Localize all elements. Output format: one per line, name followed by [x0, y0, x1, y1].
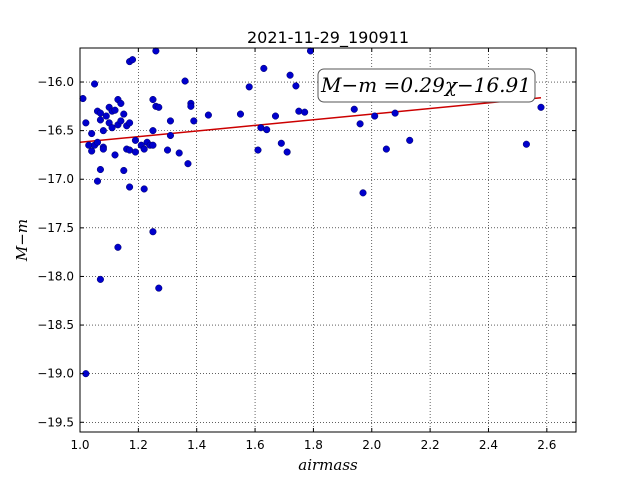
data-point [88, 129, 96, 138]
data-point [128, 56, 137, 64]
data-point [93, 177, 102, 185]
data-point [96, 275, 104, 283]
data-points [79, 47, 545, 378]
data-point [391, 109, 399, 117]
data-point [96, 116, 104, 124]
data-point [96, 165, 104, 174]
data-point [93, 138, 102, 146]
data-point [114, 243, 122, 251]
fit-annotation: M−m =0.29χ−16.91 [317, 68, 536, 103]
x-tick-label: 1.0 [70, 438, 89, 452]
data-point [260, 64, 268, 72]
data-point [301, 108, 309, 116]
y-tick-label: −19.5 [37, 415, 74, 429]
data-point [163, 146, 172, 154]
data-point [306, 47, 315, 55]
data-point [277, 139, 285, 147]
data-point [120, 166, 128, 175]
x-tick-label: 2.4 [479, 438, 498, 452]
data-point [166, 131, 174, 140]
x-tick-label: 2.2 [421, 438, 440, 452]
data-point [111, 106, 119, 114]
data-point [190, 117, 198, 125]
plot-frame [79, 47, 577, 433]
data-point [96, 109, 104, 117]
data-point [263, 126, 271, 134]
x-tick-label: 1.2 [129, 438, 148, 452]
chart-title: 2021-11-29_190911 [247, 28, 409, 48]
data-point [126, 183, 134, 191]
data-point [111, 151, 119, 159]
data-point [126, 119, 134, 127]
data-point [286, 71, 294, 79]
data-point [187, 102, 195, 110]
data-point [371, 112, 379, 120]
data-point [88, 147, 96, 155]
data-point [382, 145, 390, 153]
data-point [295, 107, 303, 115]
fit-line [79, 97, 542, 144]
data-point [102, 112, 110, 120]
fit-annotation-label: M−m =0.29χ−16.91 [320, 73, 531, 97]
y-tick-label: −16.0 [37, 75, 74, 89]
y-tick-label: −18.5 [37, 318, 74, 332]
x-tick-label: 1.6 [246, 438, 265, 452]
data-point [283, 148, 291, 156]
data-point [271, 112, 280, 120]
data-point [204, 111, 212, 119]
data-point [117, 117, 125, 125]
data-point [522, 140, 530, 148]
data-point [140, 145, 148, 153]
data-point [79, 95, 87, 103]
y-tick-label: −16.5 [37, 124, 74, 138]
data-point [155, 284, 163, 292]
data-point [152, 47, 160, 55]
data-point [149, 95, 157, 104]
data-point [175, 149, 183, 157]
axis-ticks: 1.0 1.2 1.4 1.6 1.8 2.0 2.2 2.4 2.6 −16.0 −16.5 −17… [37, 48, 576, 452]
y-tick-label: −17.5 [37, 221, 74, 235]
data-point [181, 77, 189, 85]
x-tick-label: 2.0 [362, 438, 381, 452]
data-point [99, 127, 107, 135]
data-point [120, 110, 128, 118]
x-tick-label: 1.8 [304, 438, 323, 452]
data-point [117, 99, 125, 107]
data-point [254, 146, 262, 154]
fit-layer [79, 97, 542, 144]
data-point [91, 80, 99, 88]
data-point [131, 148, 139, 156]
data-point [140, 185, 148, 193]
y-tick-label: −17.0 [37, 172, 74, 186]
data-point [184, 160, 192, 168]
data-point [537, 103, 545, 111]
x-tick-label: 1.4 [187, 438, 206, 452]
data-point [236, 110, 245, 118]
data-point [245, 83, 253, 91]
y-tick-label: −19.0 [37, 367, 74, 381]
data-point [406, 136, 414, 144]
data-point [149, 127, 157, 135]
data-point [350, 105, 358, 113]
y-tick-label: −18.0 [37, 269, 74, 283]
data-point [166, 117, 174, 125]
data-point [149, 228, 157, 236]
data-point [99, 145, 107, 153]
x-tick-label: 2.6 [537, 438, 556, 452]
y-axis-label: M−m [13, 219, 31, 262]
plot-area [80, 48, 576, 432]
data-point [108, 124, 116, 132]
data-point [359, 189, 367, 197]
data-point [155, 103, 163, 111]
data-point [292, 82, 300, 90]
data-point [356, 120, 364, 128]
data-point [82, 119, 90, 127]
data-point [131, 136, 139, 144]
data-point [149, 141, 157, 149]
fit-annotation-box [317, 68, 536, 103]
x-axis-label: airmass [298, 456, 358, 474]
